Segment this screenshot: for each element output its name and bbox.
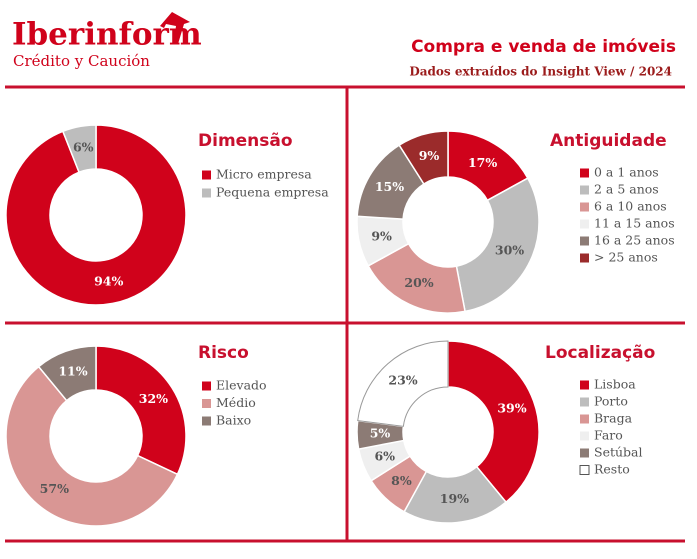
legend-swatch [202,188,211,198]
legend-label: Braga [594,411,633,426]
legend-label: Lisboa [594,377,636,392]
donut-slice [398,130,449,186]
tagline: Crédito y Caución [13,52,150,70]
legend-label: Resto [594,462,630,477]
legend-swatch [580,185,589,195]
legend-swatch [580,236,589,246]
data-label: 39% [497,400,526,415]
legend-swatch [202,381,211,391]
legend-swatch [580,414,589,424]
panel-title: Dimensão [198,131,293,151]
legend-swatch [580,168,589,178]
legend-swatch [580,202,589,212]
legend-label: Pequena empresa [216,185,329,200]
data-label: 5% [370,426,391,441]
legend-label: Micro empresa [216,167,312,182]
panel-title: Localização [545,343,655,363]
legend-label: 0 a 1 anos [594,165,659,180]
data-label: 94% [94,273,123,288]
legend-label: 16 a 25 anos [594,233,675,248]
data-label: 30% [495,242,524,257]
legend-swatch [580,448,589,458]
legend-swatch [202,416,211,426]
legend-label: Médio [216,395,256,410]
legend-label: 2 a 5 anos [594,182,659,197]
legend-swatch [580,397,589,407]
data-label: 57% [40,481,69,496]
data-label: 11% [58,364,87,379]
panel-title: Antiguidade [550,131,667,151]
donut-slice [455,177,540,313]
donut-slice [447,340,540,504]
legend-label: Setúbal [594,445,643,460]
donut-slice [37,345,97,402]
donut-slice [95,345,187,476]
data-label: 9% [419,148,440,163]
legend-swatch [580,431,589,441]
donut-slice [5,124,187,306]
donut-slice [357,340,449,427]
donut-slice [61,124,97,174]
data-label: 9% [371,228,392,243]
legend-label: Porto [594,394,628,409]
logo-icon [160,12,190,44]
legend-swatch [202,399,211,408]
data-label: 32% [139,391,168,406]
legend-label: > 25 anos [594,250,658,265]
legend-label: Faro [594,428,623,443]
donut-slice [5,365,179,527]
page-subtitle: Dados extraídos do Insight View / 2024 [409,65,672,79]
legend-label: 11 a 15 anos [594,216,675,231]
legend-swatch [202,170,211,180]
data-label: 6% [374,449,395,464]
legend-label: Baixo [216,413,251,428]
legend-swatch [580,380,589,390]
legend-swatch [579,465,590,475]
legend-label: Elevado [216,378,267,393]
legend-swatch [580,253,589,263]
data-label: 6% [73,140,94,155]
data-label: 17% [468,155,497,170]
data-label: 15% [375,179,404,194]
data-label: 19% [440,491,469,506]
data-label: 23% [388,372,417,387]
page-title: Compra e venda de imóveis [411,37,676,57]
legend-label: 6 a 10 anos [594,199,667,214]
data-label: 8% [391,473,412,488]
panel-title: Risco [198,343,249,363]
legend-swatch [580,219,589,229]
data-label: 20% [404,275,433,290]
